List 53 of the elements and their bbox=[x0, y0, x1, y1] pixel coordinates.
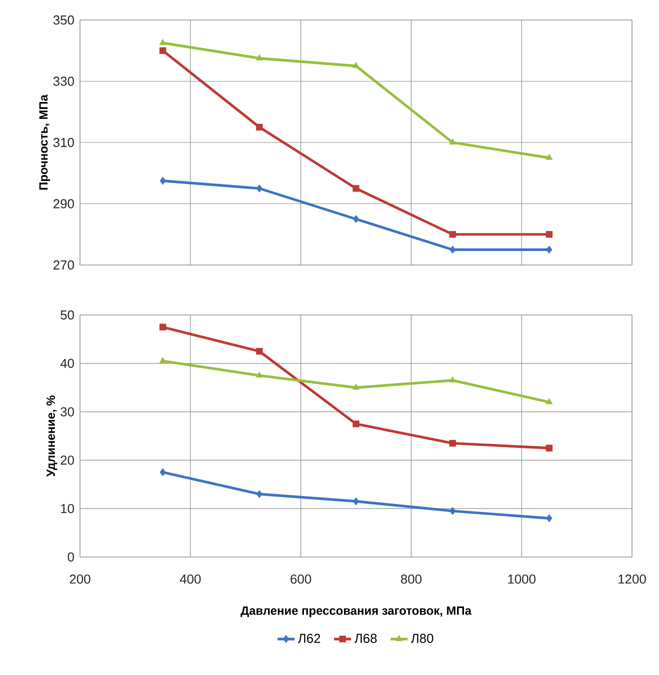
point bbox=[159, 356, 166, 364]
point bbox=[450, 506, 456, 516]
point bbox=[159, 38, 166, 46]
x-tick-label: 600 bbox=[290, 574, 312, 584]
point bbox=[256, 490, 262, 498]
point bbox=[546, 514, 552, 522]
point bbox=[546, 246, 552, 254]
legend-label: Л80 bbox=[410, 634, 434, 643]
point bbox=[449, 440, 456, 447]
y-tick-label: 40 bbox=[60, 358, 74, 368]
x-tick-label: 400 bbox=[180, 574, 201, 584]
point bbox=[256, 348, 263, 355]
x-tick-label: 800 bbox=[400, 574, 422, 584]
y-tick-label: 270 bbox=[54, 260, 74, 270]
y-tick-label: 310 bbox=[53, 138, 74, 148]
point bbox=[449, 231, 456, 238]
point bbox=[546, 231, 553, 238]
y-tick-label: 350 bbox=[53, 15, 74, 25]
point bbox=[352, 384, 360, 390]
x-tick-label: 1200 bbox=[618, 574, 646, 584]
point bbox=[159, 324, 166, 330]
point bbox=[352, 215, 360, 224]
point bbox=[546, 398, 553, 404]
point bbox=[256, 371, 263, 378]
point bbox=[256, 54, 263, 60]
legend-label: Л68 bbox=[354, 634, 377, 643]
y-tick-label: 20 bbox=[60, 456, 74, 465]
point bbox=[352, 185, 360, 192]
point bbox=[546, 154, 553, 160]
y-tick-label: 0 bbox=[68, 552, 74, 562]
point bbox=[160, 176, 166, 185]
point bbox=[160, 468, 166, 476]
y-axis-title: Удлинение, % bbox=[46, 396, 58, 477]
y-tick-label: 30 bbox=[60, 407, 74, 416]
x-tick-label: 200 bbox=[70, 574, 90, 584]
point bbox=[256, 124, 263, 131]
point bbox=[352, 497, 360, 506]
x-axis-title: Давление прессования заготовок, МПа bbox=[240, 606, 472, 618]
y-tick-label: 290 bbox=[54, 199, 74, 208]
point bbox=[449, 376, 456, 382]
point bbox=[159, 47, 166, 54]
legend-label: Л62 bbox=[298, 634, 320, 643]
y-tick-label: 330 bbox=[53, 76, 74, 86]
point bbox=[352, 420, 360, 428]
y-tick-label: 10 bbox=[61, 504, 74, 514]
point bbox=[449, 138, 456, 145]
x-tick-label: 1000 bbox=[508, 574, 536, 584]
point bbox=[546, 444, 553, 452]
y-tick-label: 50 bbox=[60, 310, 74, 320]
point bbox=[352, 62, 360, 68]
y-axis-title: Прочность, МПа bbox=[39, 94, 50, 190]
point bbox=[450, 246, 456, 254]
point bbox=[256, 184, 262, 192]
